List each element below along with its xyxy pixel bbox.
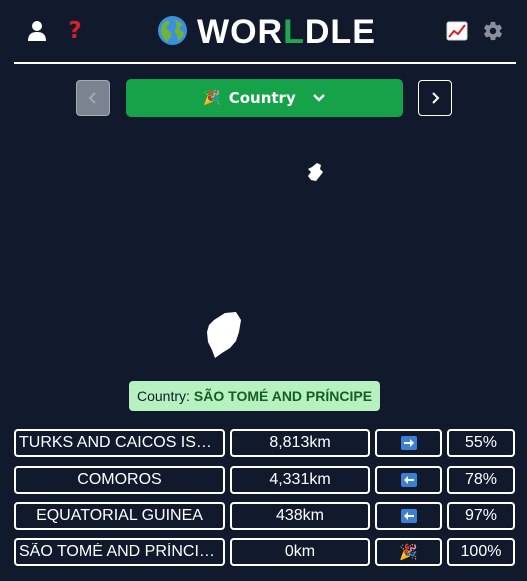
previous-button[interactable] (76, 80, 110, 116)
guess-country-cell: TURKS AND CAICOS ISLANDS (14, 429, 225, 457)
guess-country-cell: COMOROS (14, 466, 225, 494)
guess-proximity-cell: 78% (447, 466, 515, 494)
guess-distance-cell: 0km (230, 538, 370, 566)
chevron-right-icon (430, 89, 440, 108)
guess-direction-cell (375, 502, 442, 530)
guess-proximity: 78% (464, 471, 498, 488)
party-popper-icon: 🎉 (399, 544, 418, 561)
app-title-text: WORLDLE (197, 13, 376, 51)
guess-distance-cell: 4,331km (230, 466, 370, 494)
arrow-left-icon (400, 473, 417, 487)
help-question-mark: ? (68, 17, 82, 44)
guess-distance: 438km (275, 507, 325, 524)
answer-label: Country: (137, 388, 190, 404)
answer-value: SÃO TOMÉ AND PRÍNCIPE (193, 388, 373, 404)
chevron-left-icon (88, 89, 98, 108)
help-icon[interactable]: ? (63, 18, 87, 44)
guess-proximity-cell: 97% (447, 502, 515, 530)
answer-badge: Country: SÃO TOMÉ AND PRÍNCIPE (129, 381, 381, 411)
guess-distance: 8,813km (269, 434, 331, 451)
principe-island-shape (308, 163, 323, 181)
guess-proximity: 97% (464, 507, 498, 524)
guess-distance: 0km (284, 543, 316, 560)
header-divider (14, 62, 516, 64)
guess-country: TURKS AND CAICOS ISLANDS (19, 434, 220, 451)
header-right (445, 18, 505, 44)
app-title: WORLDLE (157, 12, 376, 52)
country-silhouette-map (207, 163, 323, 358)
guess-distance: 4,331km (269, 471, 331, 488)
guess-country: SÃO TOMÉ AND PRÍNCIPE (19, 543, 220, 560)
guess-proximity: 100% (460, 543, 502, 560)
guess-country-cell: EQUATORIAL GUINEA (14, 502, 225, 530)
guess-country-cell: SÃO TOMÉ AND PRÍNCIPE (14, 538, 225, 566)
globe-icon (157, 15, 188, 50)
next-button[interactable] (418, 80, 452, 116)
arrow-left-icon (400, 509, 417, 523)
guess-country: COMOROS (77, 471, 162, 488)
gear-icon[interactable] (481, 18, 505, 44)
guess-proximity-cell: 100% (447, 538, 515, 566)
guess-distance-cell: 8,813km (230, 429, 370, 457)
header-left: ? (25, 18, 87, 44)
party-icon: 🎉 (203, 90, 221, 106)
arrow-right-icon (400, 436, 417, 450)
guess-direction-cell (375, 466, 442, 494)
mode-select-label: Country (228, 89, 296, 107)
guess-distance-cell: 438km (230, 502, 370, 530)
sao-tome-island-shape (207, 312, 241, 358)
chevron-down-icon (312, 93, 326, 103)
guess-proximity: 55% (464, 434, 498, 451)
stats-icon[interactable] (445, 18, 469, 44)
guess-direction-cell: 🎉 (375, 538, 442, 566)
mode-select-button[interactable]: 🎉 Country (126, 79, 403, 117)
guess-country: EQUATORIAL GUINEA (36, 507, 203, 524)
user-icon[interactable] (25, 18, 49, 44)
guess-proximity-cell: 55% (447, 429, 515, 457)
guess-direction-cell (375, 429, 442, 457)
